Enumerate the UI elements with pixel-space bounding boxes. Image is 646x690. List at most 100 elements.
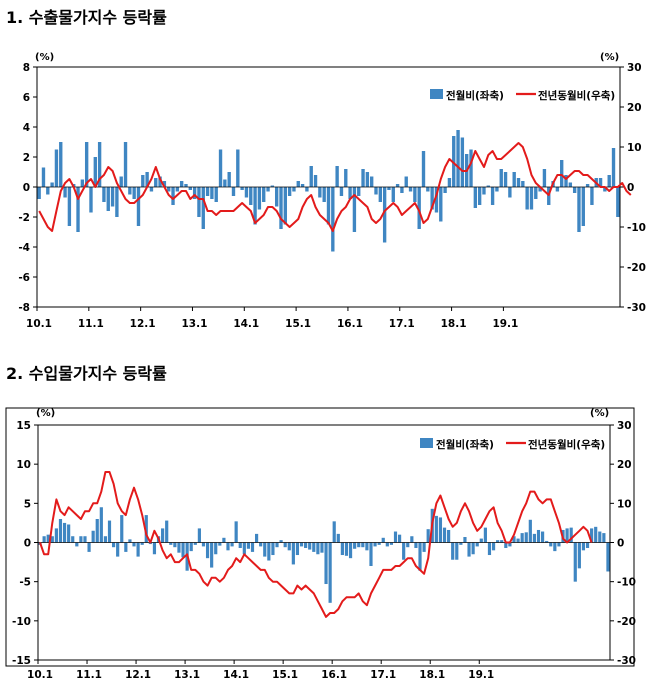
bar-mom	[144, 515, 148, 543]
bar-mom	[430, 187, 434, 210]
bar-mom	[483, 527, 487, 543]
bar-mom	[152, 542, 157, 555]
bar-mom	[312, 542, 316, 552]
bar-mom	[128, 539, 132, 543]
bar-mom	[377, 542, 381, 545]
bar-mom	[54, 528, 58, 543]
bar-mom	[577, 542, 581, 569]
bar-mom	[238, 542, 242, 548]
bar-mom	[165, 520, 169, 543]
bar-mom	[389, 542, 394, 545]
bar-mom	[275, 542, 279, 548]
bar-mom	[594, 526, 598, 543]
bar-mom	[381, 537, 385, 543]
bar-mom	[102, 187, 106, 202]
y-left-tick-label: 2	[23, 152, 30, 164]
y-left-tick-label: 6	[23, 92, 30, 104]
bar-mom	[230, 542, 234, 547]
y-right-unit: (%)	[590, 408, 609, 419]
bar-mom	[451, 542, 455, 560]
bar-mom	[486, 185, 490, 187]
bar-mom	[103, 536, 108, 543]
bar-mom	[271, 542, 275, 556]
bar-mom	[41, 167, 46, 187]
bar-mom	[331, 187, 335, 252]
bar-mom	[158, 176, 162, 187]
bar-mom	[234, 521, 238, 543]
bar-mom	[274, 187, 279, 207]
bar-mom	[97, 142, 102, 187]
bar-mom	[467, 542, 471, 557]
y-right-tick-label: 20	[617, 459, 632, 471]
bar-mom	[357, 187, 361, 196]
bar-mom	[521, 181, 525, 187]
bar-mom	[616, 187, 620, 217]
bar-mom	[352, 187, 357, 232]
y-left-tick-label: -4	[18, 242, 30, 254]
bar-mom	[83, 536, 87, 543]
bar-mom	[553, 542, 557, 552]
bar-mom	[569, 527, 573, 543]
bar-mom	[63, 187, 67, 198]
y-right-tick-label: -10	[617, 577, 636, 589]
bar-mom	[218, 149, 223, 187]
x-tick-label: 17.1	[370, 669, 396, 681]
bar-mom	[222, 537, 226, 543]
bar-mom	[250, 542, 255, 552]
bar-mom	[120, 515, 124, 543]
bar-mom	[581, 187, 585, 226]
y-right-tick-label: -20	[617, 616, 636, 628]
bar-mom	[304, 542, 308, 548]
bar-mom	[400, 187, 404, 193]
bar-mom	[309, 166, 313, 187]
bar-mom	[89, 187, 93, 213]
bar-mom	[259, 542, 263, 547]
bar-mom	[91, 530, 95, 543]
bar-mom	[545, 540, 549, 543]
bar-mom	[205, 542, 210, 559]
bar-mom	[270, 185, 275, 187]
bar-mom	[455, 542, 459, 560]
bar-mom	[452, 136, 456, 187]
bar-mom	[434, 187, 439, 213]
bar-mom	[417, 187, 421, 229]
y-left-tick-label: -8	[18, 302, 30, 314]
bar-mom	[365, 542, 369, 551]
line-yoy	[38, 142, 632, 232]
bar-mom	[266, 187, 270, 192]
bar-mom	[402, 542, 406, 560]
bar-mom	[227, 172, 231, 187]
bar-mom	[300, 184, 305, 187]
x-tick-label: 14.1	[233, 318, 259, 330]
bar-mom	[313, 175, 318, 187]
bar-mom	[110, 187, 115, 207]
bar-mom	[413, 187, 417, 202]
bar-mom	[253, 187, 257, 225]
bar-mom	[473, 187, 478, 208]
bar-mom	[46, 187, 50, 195]
bar-mom	[67, 187, 72, 226]
bar-mom	[442, 527, 447, 543]
bar-mom	[357, 542, 361, 548]
bar-mom	[87, 542, 91, 552]
y-left-tick-label: 10	[16, 459, 31, 471]
bar-mom	[508, 187, 512, 198]
bar-mom	[181, 542, 185, 558]
y-right-tick-label: 20	[627, 102, 642, 114]
x-tick-label: 11.1	[78, 318, 104, 330]
bar-mom	[58, 519, 63, 543]
bar-mom	[257, 187, 262, 210]
bar-mom	[249, 187, 253, 205]
y-right-tick-label: 30	[627, 62, 642, 74]
bar-mom	[111, 542, 116, 548]
x-tick-label: 12.1	[125, 669, 151, 681]
section-title-export: 1. 수출물가지수 등락률	[6, 8, 167, 27]
bar-mom	[534, 187, 538, 199]
bar-mom	[123, 142, 128, 187]
bar-mom	[324, 542, 328, 585]
bar-mom	[167, 187, 171, 192]
bar-mom	[491, 542, 496, 551]
bar-mom	[387, 187, 391, 190]
bar-mom	[76, 187, 80, 232]
bar-mom	[262, 187, 266, 202]
